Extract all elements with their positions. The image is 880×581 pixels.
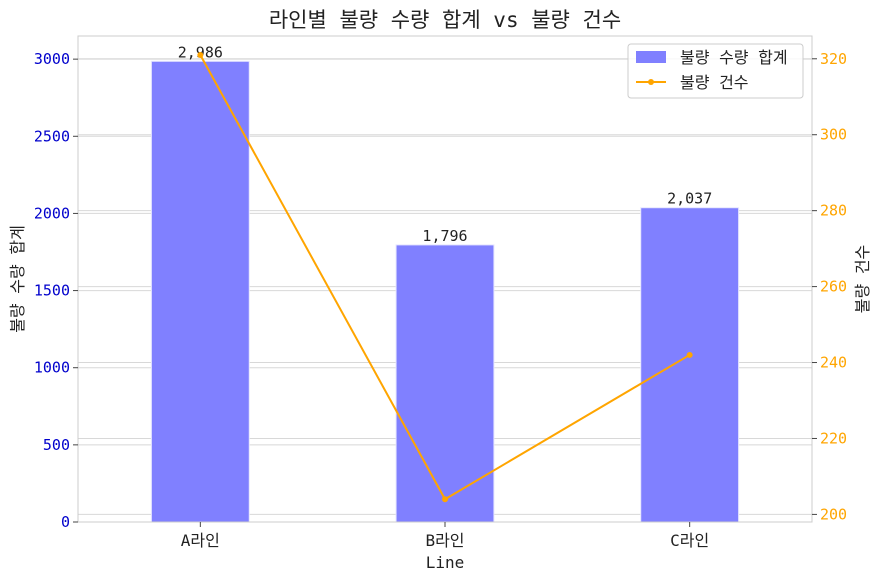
y-right-tick-label: 280: [820, 202, 847, 220]
line-series: [197, 51, 693, 503]
legend-swatch-bar: [636, 51, 666, 63]
y-right-tick-label: 220: [820, 429, 847, 447]
x-tick-label: C라인: [670, 531, 709, 550]
chart-title: 라인별 불량 수량 합계 vs 불량 건수: [269, 8, 621, 32]
y-left-tick-label: 1000: [34, 359, 70, 377]
legend-entry-line: 불량 건수: [680, 73, 749, 92]
bar-value-label: 2,037: [667, 190, 712, 208]
left-axis-ticks: 0 500 1000 1500 2000 2500 3000: [34, 50, 78, 531]
bar: [640, 207, 740, 523]
legend-swatch-marker: [648, 79, 654, 85]
x-tick-label: B라인: [425, 531, 464, 550]
y-right-axis-label: 불량 건수: [853, 245, 872, 314]
y-left-tick-label: 1500: [34, 282, 70, 300]
y-right-tick-label: 300: [820, 126, 847, 144]
y-left-tick-label: 3000: [34, 50, 70, 68]
line-point: [442, 496, 448, 503]
right-axis-ticks: 200 220 240 260 280 300 320: [812, 50, 847, 523]
x-axis-label: Line: [426, 553, 465, 572]
y-left-tick-label: 2000: [34, 204, 70, 222]
x-tick-label: A라인: [181, 531, 220, 550]
bar-value-label: 1,796: [422, 227, 467, 245]
line-point: [686, 351, 693, 358]
y-right-tick-label: 240: [820, 354, 847, 372]
bar: [395, 244, 495, 523]
y-left-tick-label: 2500: [34, 127, 70, 145]
y-left-tick-label: 0: [61, 513, 70, 531]
bar: [150, 60, 250, 523]
x-axis-ticks: A라인 B라인 C라인: [181, 522, 709, 550]
y-right-tick-label: 260: [820, 278, 847, 296]
y-left-tick-label: 500: [43, 436, 70, 454]
y-right-tick-label: 200: [820, 505, 847, 523]
legend-box: [627, 43, 804, 99]
legend-entry-bar: 불량 수량 합계: [680, 48, 788, 67]
y-left-axis-label: 불량 수량 합계: [8, 225, 27, 333]
y-right-tick-label: 320: [820, 50, 847, 68]
legend: 불량 수량 합계 불량 건수: [627, 43, 804, 99]
line-point: [197, 51, 204, 58]
